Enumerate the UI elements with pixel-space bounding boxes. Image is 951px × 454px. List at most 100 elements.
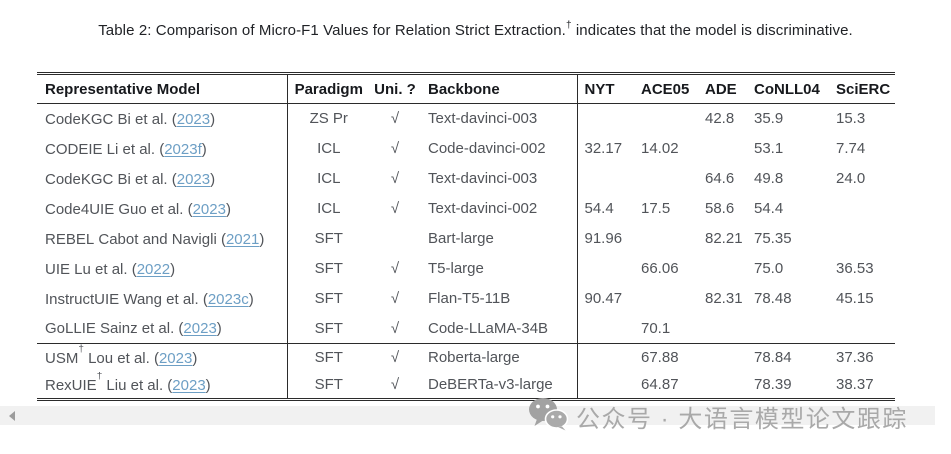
table-row: CodeKGC Bi et al. (2023) ZS Pr √ Text-da… xyxy=(37,103,895,134)
table-row: CODEIE Li et al. (2023f) ICL √ Code-davi… xyxy=(37,133,895,164)
ace05-value xyxy=(634,284,697,314)
uni-check-cell: √ xyxy=(390,319,400,337)
model-authors: Liu et al. ( xyxy=(102,376,173,394)
ade-value xyxy=(697,254,745,284)
citation-link[interactable]: 2023f xyxy=(164,140,202,158)
uni-check-cell: √ xyxy=(390,110,400,128)
uni-check-cell: √ xyxy=(370,343,420,372)
dagger-symbol: † xyxy=(78,343,84,355)
model-name: CodeKGC xyxy=(45,110,114,128)
nyt-value xyxy=(577,104,634,134)
ace05-value xyxy=(634,224,697,254)
model-name: InstructUIE xyxy=(45,290,120,308)
caption-text: Table 2: Comparison of Micro-F1 Values f… xyxy=(98,22,566,39)
scierc-value xyxy=(827,224,895,254)
nyt-value: 90.47 xyxy=(584,290,623,307)
model-cell: CODEIE Li et al. (2023f) xyxy=(37,133,288,164)
scierc-value xyxy=(827,314,895,344)
paradigm-cell: SFT xyxy=(314,376,343,394)
table-caption: Table 2: Comparison of Micro-F1 Values f… xyxy=(0,20,951,39)
model-authors: Lou et al. ( xyxy=(83,349,159,367)
citation-link[interactable]: 2023 xyxy=(158,349,193,367)
ade-value: 82.31 xyxy=(705,290,743,307)
table-row: GoLLIE Sainz et al. (2023) SFT √ Code-LL… xyxy=(37,313,895,344)
paradigm-cell: SFT xyxy=(314,260,343,277)
col-header-conll04: CoNLL04 xyxy=(745,73,827,104)
paradigm-cell: ICL xyxy=(317,140,341,157)
close-paren: ) xyxy=(248,290,254,308)
citation-link[interactable]: 2023 xyxy=(183,320,217,338)
paradigm-cell: SFT xyxy=(314,290,343,307)
nyt-value xyxy=(577,164,634,194)
col-header-model: Representative Model xyxy=(37,73,288,104)
paradigm-cell: ICL xyxy=(317,200,341,217)
ade-value: 82.21 xyxy=(705,230,743,247)
model-name: UIE xyxy=(45,260,71,278)
model-authors: Bi et al. ( xyxy=(113,170,177,188)
uni-check-cell: √ xyxy=(390,290,400,307)
close-paren: ) xyxy=(210,110,216,128)
scierc-value: 15.3 xyxy=(836,110,866,128)
scierc-value xyxy=(827,194,895,224)
scierc-value: 24.0 xyxy=(836,170,866,187)
ace05-value xyxy=(634,104,697,134)
citation-link[interactable]: 2023 xyxy=(172,376,206,394)
ace05-value: 70.1 xyxy=(641,319,671,337)
ade-value: 42.8 xyxy=(705,110,735,128)
model-name: REBEL xyxy=(45,230,95,248)
nyt-value: 54.4 xyxy=(584,200,614,217)
citation-link[interactable]: 2023c xyxy=(207,290,249,308)
uni-check-cell xyxy=(370,224,420,254)
conll04-value xyxy=(745,314,827,344)
col-header-uni: Uni. ? xyxy=(370,73,420,104)
backbone-cell: Roberta-large xyxy=(420,343,578,372)
conll04-value: 75.0 xyxy=(754,260,784,277)
nyt-value xyxy=(577,372,634,400)
close-paren: ) xyxy=(259,230,265,248)
citation-link[interactable]: 2023 xyxy=(176,170,211,188)
citation-link[interactable]: 2022 xyxy=(136,260,171,278)
citation-link[interactable]: 2023 xyxy=(176,110,211,128)
horizontal-scrollbar[interactable] xyxy=(0,406,935,425)
ace05-value: 66.06 xyxy=(641,260,679,277)
conll04-value: 49.8 xyxy=(754,170,784,187)
wechat-icon xyxy=(528,397,569,436)
table-header: Representative Model Paradigm Uni. ? Bac… xyxy=(37,73,895,104)
model-authors: Cabot and Navigli ( xyxy=(94,230,226,248)
model-cell: CodeKGC Bi et al. (2023) xyxy=(37,163,288,194)
scierc-value: 45.15 xyxy=(836,290,874,307)
conll04-value: 53.1 xyxy=(754,140,784,157)
model-cell: GoLLIE Sainz et al. (2023) xyxy=(37,313,288,344)
close-paren: ) xyxy=(216,320,222,338)
backbone-cell: T5-large xyxy=(420,253,578,284)
model-name: CodeKGC xyxy=(45,170,114,188)
dagger-symbol: † xyxy=(565,20,572,31)
table-row: RexUIE† Liu et al. (2023) SFT √ DeBERTa-… xyxy=(37,371,895,400)
conll04-value: 78.39 xyxy=(754,376,792,394)
backbone-cell: Text-davinci-003 xyxy=(420,163,578,194)
model-authors: Wang et al. ( xyxy=(119,290,208,308)
table-row: UIE Lu et al. (2022) SFT √ T5-large 66.0… xyxy=(37,253,895,284)
citation-link[interactable]: 2021 xyxy=(225,230,260,248)
ace05-value xyxy=(634,164,697,194)
backbone-cell: DeBERTa-v3-large xyxy=(420,371,578,400)
model-name: GoLLIE xyxy=(45,320,96,338)
model-authors: Sainz et al. ( xyxy=(95,320,184,338)
uni-check-cell: √ xyxy=(390,140,400,157)
scierc-value: 36.53 xyxy=(836,260,874,277)
caption-text-2: indicates that the model is discriminati… xyxy=(571,22,853,39)
nyt-value xyxy=(577,254,634,284)
paradigm-cell: SFT xyxy=(287,343,370,372)
watermark: 公众号 · 大语言模型论文跟踪 xyxy=(528,397,908,436)
col-header-ade: ADE xyxy=(697,73,745,104)
table-row: Code4UIE Guo et al. (2023) ICL √ Text-da… xyxy=(37,193,895,224)
conll04-value: 78.48 xyxy=(754,290,792,307)
ace05-value: 17.5 xyxy=(641,200,671,217)
backbone-cell: Text-davinci-002 xyxy=(420,193,578,224)
col-header-nyt: NYT xyxy=(577,73,634,104)
ade-value xyxy=(697,343,745,372)
citation-link[interactable]: 2023 xyxy=(192,200,226,218)
model-name: RexUIE xyxy=(45,376,97,394)
paradigm-cell: ICL xyxy=(317,170,341,187)
scroll-left-arrow-icon[interactable] xyxy=(9,411,15,421)
